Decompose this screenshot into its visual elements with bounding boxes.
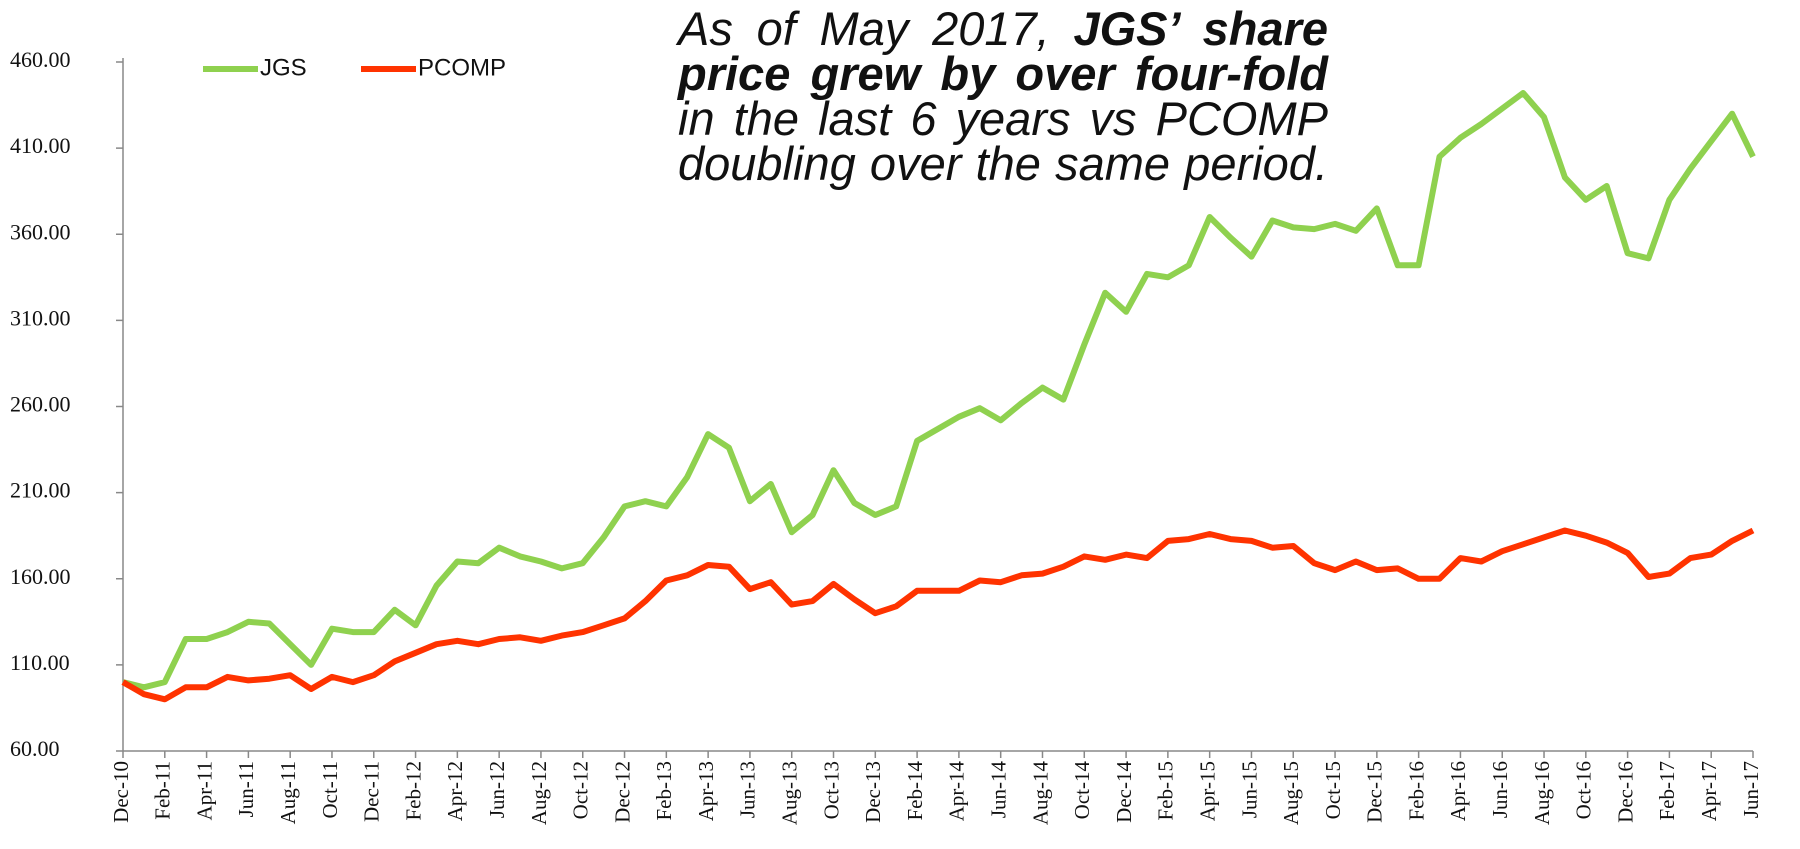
- x-tick-label: Jun-17: [1739, 761, 1763, 818]
- x-tick-label: Oct-12: [569, 761, 593, 819]
- x-tick-label: Oct-14: [1070, 761, 1094, 820]
- x-tick-label: Feb-13: [652, 761, 676, 821]
- x-tick-label: Feb-16: [1404, 761, 1428, 821]
- x-tick-label: Jun-11: [234, 761, 258, 817]
- annotation-line: doubling over the same period.: [678, 141, 1328, 186]
- x-tick-label: Aug-16: [1530, 761, 1554, 825]
- x-tick-label: Aug-15: [1279, 761, 1303, 825]
- x-tick-label: Jun-16: [1488, 761, 1512, 818]
- x-tick-label: Oct-13: [819, 761, 843, 819]
- annotation-line: in the last 6 years vs PCOMP: [678, 96, 1328, 141]
- x-tick-label: Dec-12: [610, 761, 634, 823]
- x-tick-label: Feb-17: [1655, 761, 1679, 821]
- x-tick-label: Aug-12: [527, 761, 551, 825]
- y-tick-label: 160.00: [10, 564, 71, 589]
- x-tick-label: Dec-10: [109, 761, 133, 823]
- legend-label: PCOMP: [418, 54, 506, 81]
- legend-label: JGS: [260, 54, 307, 81]
- line-1: [123, 531, 1753, 700]
- x-tick-label: Dec-11: [360, 761, 384, 822]
- x-tick-label: Feb-15: [1154, 761, 1178, 821]
- page: 60.00 110.00 160.00 210.00 260.00 310.00 360.0…: [0, 0, 1800, 849]
- x-tick-label: Feb-14: [903, 761, 927, 821]
- x-tick-label: Apr-11: [192, 761, 216, 820]
- x-tick-label: Jun-15: [1237, 761, 1261, 818]
- annotation-text: doubling over the same period.: [678, 137, 1328, 190]
- x-tick-label: Jun-12: [485, 761, 509, 818]
- y-tick-label: 210.00: [10, 478, 71, 503]
- x-tick-label: Oct-16: [1572, 761, 1596, 819]
- x-tick-label: Jun-13: [736, 761, 760, 818]
- x-tick-label: Aug-11: [276, 761, 300, 824]
- y-tick-label: 60.00: [10, 736, 60, 761]
- x-tick-label: Feb-12: [401, 761, 425, 821]
- y-tick-label: 360.00: [10, 219, 71, 244]
- x-tick-label: Apr-12: [443, 761, 467, 821]
- y-tick-label: 410.00: [10, 133, 71, 158]
- y-tick-label: 110.00: [10, 650, 70, 675]
- x-tick-label: Aug-13: [778, 761, 802, 825]
- x-tick-label: Jun-14: [987, 761, 1011, 819]
- x-tick-label: Feb-11: [151, 761, 175, 820]
- y-tick-label: 260.00: [10, 392, 71, 417]
- x-tick-label: Apr-17: [1697, 761, 1721, 821]
- x-tick-label: Aug-14: [1028, 761, 1052, 826]
- x-tick-label: Apr-16: [1446, 761, 1470, 821]
- x-tick-label: Apr-14: [945, 761, 969, 822]
- annotation-line: As of May 2017, JGS’ share: [678, 6, 1328, 51]
- x-tick-label: Oct-15: [1321, 761, 1345, 819]
- y-tick-label: 460.00: [10, 47, 71, 72]
- x-tick-label: Dec-13: [861, 761, 885, 823]
- x-tick-label: Dec-14: [1112, 761, 1136, 823]
- x-tick-label: Oct-11: [318, 761, 342, 819]
- y-tick-label: 310.00: [10, 305, 71, 330]
- x-tick-label: Dec-15: [1363, 761, 1387, 823]
- x-tick-label: Apr-13: [694, 761, 718, 821]
- x-tick-label: Dec-16: [1613, 761, 1637, 823]
- x-tick-label: Apr-15: [1195, 761, 1219, 821]
- annotation-line: price grew by over four-fold: [678, 51, 1328, 96]
